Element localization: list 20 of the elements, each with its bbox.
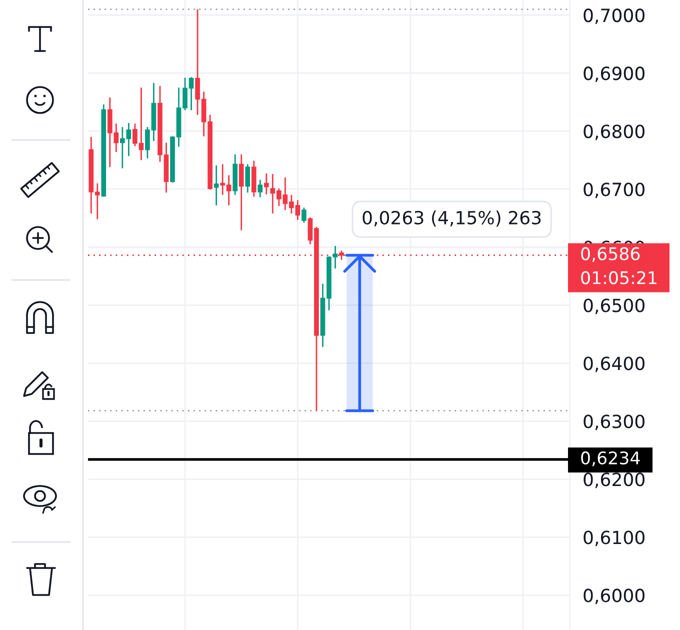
ref-line-label: 0,6586 bbox=[581, 247, 640, 262]
y-tick-label: 0,6400 bbox=[584, 356, 644, 372]
text: 01:05:21 bbox=[581, 271, 656, 284]
candlestick bbox=[245, 163, 250, 194]
candlestick bbox=[258, 179, 263, 198]
y-tick-label: 0,6800 bbox=[584, 124, 644, 140]
y-tick-label: 0,6200 bbox=[584, 472, 644, 488]
y-tick-label: 0,6500 bbox=[584, 298, 644, 314]
candlestick bbox=[214, 164, 219, 206]
candlestick bbox=[238, 154, 244, 231]
ref-line-label: 0,6234 bbox=[581, 451, 640, 466]
y-tick-label: 0,7000 bbox=[584, 8, 644, 24]
y-tick-label: 0,6100 bbox=[584, 530, 644, 546]
y-tick-label: 0,6000 bbox=[584, 588, 644, 604]
y-tick-label: 0,6900 bbox=[584, 66, 644, 82]
annotation: 0,0263 (4,15%) 263 bbox=[362, 210, 541, 227]
candlestick bbox=[302, 206, 306, 224]
candlestick bbox=[264, 172, 269, 196]
y-tick-label: 0,6300 bbox=[584, 414, 644, 430]
y-tick-label: 0,6700 bbox=[584, 182, 644, 198]
